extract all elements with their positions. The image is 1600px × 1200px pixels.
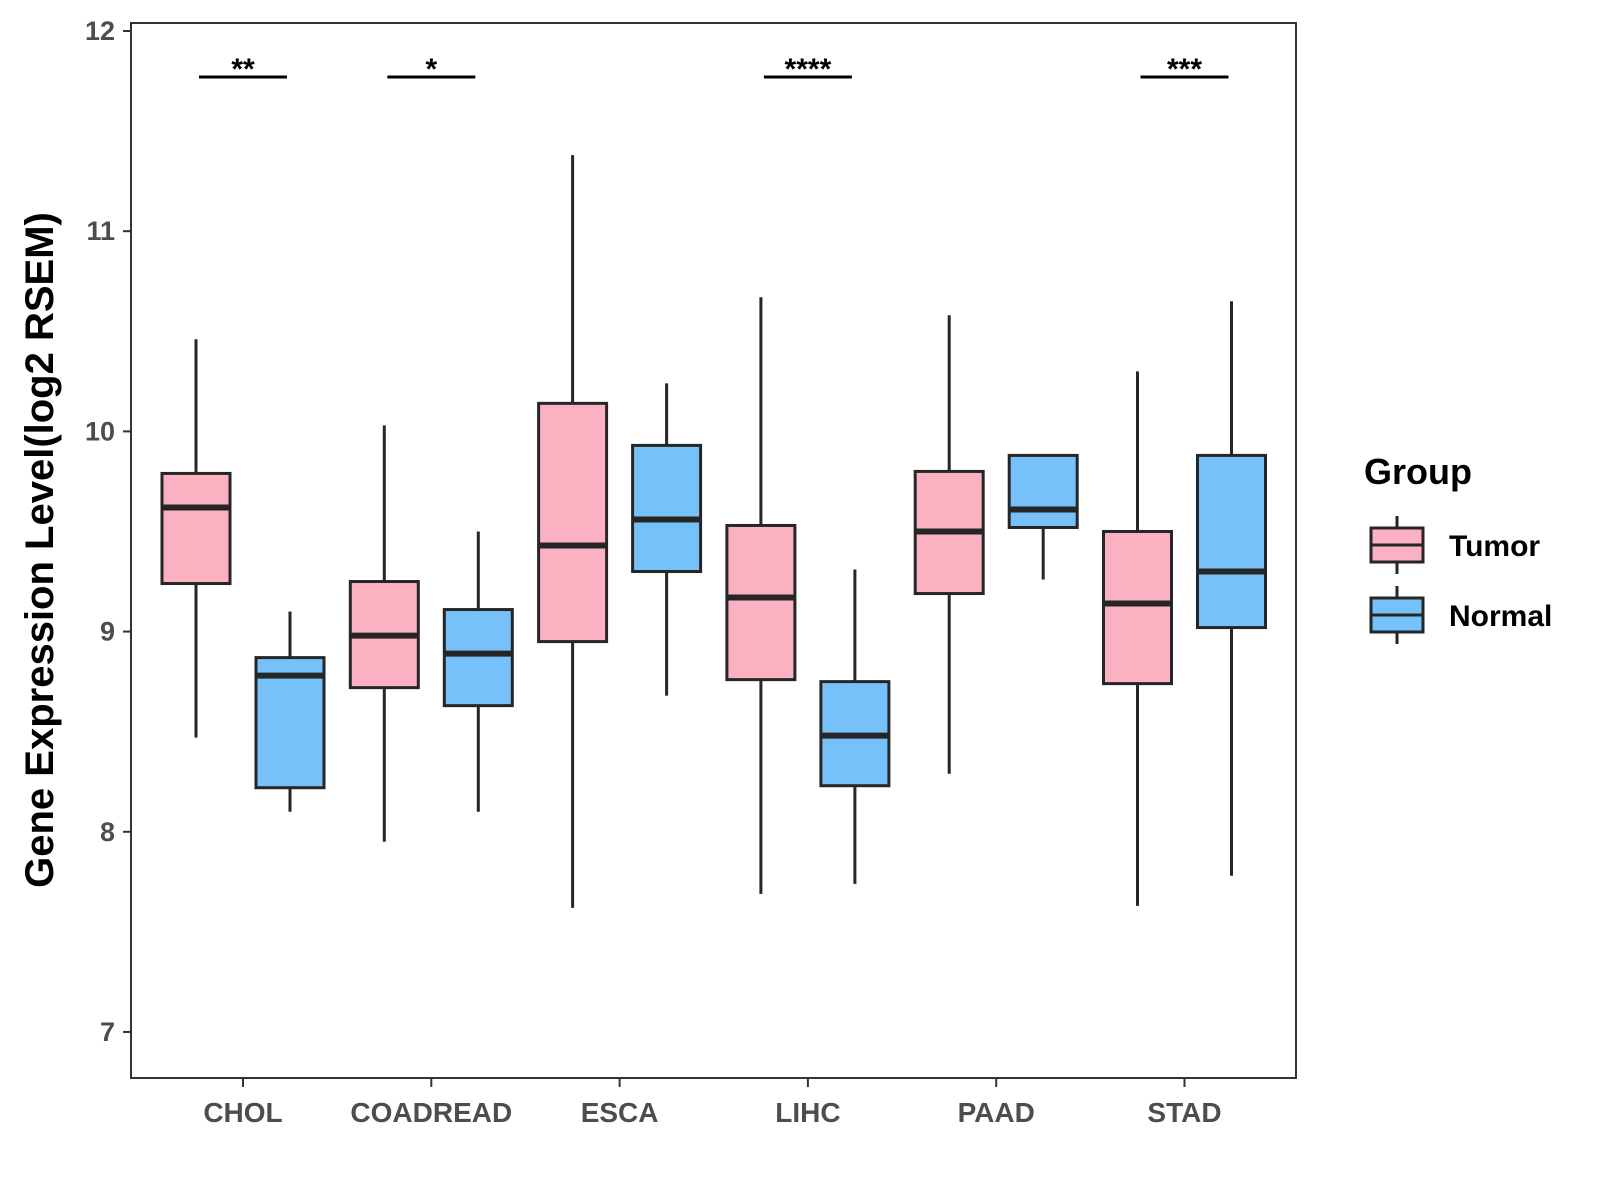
y-axis-title: Gene Expression Level(log2 RSEM) [18, 212, 62, 888]
x-tick-label-coadread: COADREAD [350, 1097, 512, 1128]
legend-key-tumor [1369, 516, 1425, 574]
legend-label-tumor: Tumor [1449, 530, 1540, 563]
x-tick-label-lihc: LIHC [775, 1097, 840, 1128]
y-axis: 7 8 9 10 11 12 [85, 16, 131, 1047]
iqr-box-normal-chol [254, 656, 326, 790]
legend-label-normal: Normal [1449, 600, 1552, 633]
y-tick-label-7: 7 [100, 1017, 115, 1047]
iqr-box-tumor-chol [160, 471, 232, 586]
y-tick-label-9: 9 [100, 617, 115, 647]
iqr-box-normal-stad [1196, 453, 1267, 630]
y-tick-label-8: 8 [100, 817, 115, 847]
significance-annotations: ** * **** *** [199, 53, 1229, 86]
legend-title: Group [1364, 451, 1472, 492]
box-tumor-stad [1102, 371, 1173, 906]
y-tick-label-12: 12 [85, 16, 115, 46]
significance-label-coadread: * [425, 53, 437, 86]
iqr-box-normal-paad [1007, 453, 1079, 529]
legend-key-normal [1369, 586, 1425, 644]
plot-panel [130, 22, 1297, 1079]
x-tick-label-paad: PAAD [958, 1097, 1035, 1128]
box-normal-paad [1007, 453, 1079, 580]
iqr-box-tumor-stad [1102, 529, 1173, 686]
box-tumor-paad [913, 315, 985, 774]
box-normal-esca [631, 383, 703, 696]
x-tick-label-stad: STAD [1147, 1097, 1221, 1128]
iqr-box-tumor-lihc [725, 523, 797, 682]
box-normal-chol [254, 611, 326, 812]
y-tick-label-10: 10 [85, 416, 115, 446]
significance-label-lihc: **** [785, 53, 832, 86]
x-tick-label-esca: ESCA [581, 1097, 659, 1128]
box-normal-coadread [442, 531, 514, 812]
box-tumor-lihc [725, 297, 797, 894]
iqr-box-tumor-esca [537, 401, 609, 644]
box-tumor-esca [537, 155, 609, 908]
box-series [160, 155, 1267, 908]
x-axis: CHOL COADREAD ESCA LIHC PAAD STAD [203, 1078, 1222, 1128]
significance-label-chol: ** [231, 53, 255, 86]
box-normal-lihc [819, 569, 891, 884]
box-tumor-chol [160, 339, 232, 738]
iqr-box-normal-esca [631, 443, 703, 574]
legend: Group Tumor Normal [1364, 451, 1552, 644]
x-tick-label-chol: CHOL [203, 1097, 282, 1128]
significance-label-stad: *** [1167, 53, 1202, 86]
iqr-box-normal-coadread [442, 608, 514, 708]
box-tumor-coadread [348, 425, 420, 842]
box-normal-stad [1196, 301, 1267, 876]
y-tick-label-11: 11 [86, 216, 115, 246]
